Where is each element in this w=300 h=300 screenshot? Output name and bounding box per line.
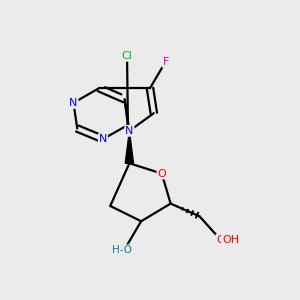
Text: N: N <box>69 98 78 108</box>
Text: H-O: H-O <box>112 245 132 255</box>
Polygon shape <box>125 131 134 163</box>
Text: F: F <box>162 57 169 67</box>
Text: H: H <box>229 235 237 245</box>
Text: N: N <box>125 126 134 136</box>
Text: O: O <box>158 169 166 178</box>
Text: O: O <box>216 235 225 245</box>
Text: OH: OH <box>222 235 239 245</box>
Text: N: N <box>99 134 107 144</box>
Text: Cl: Cl <box>122 51 133 61</box>
